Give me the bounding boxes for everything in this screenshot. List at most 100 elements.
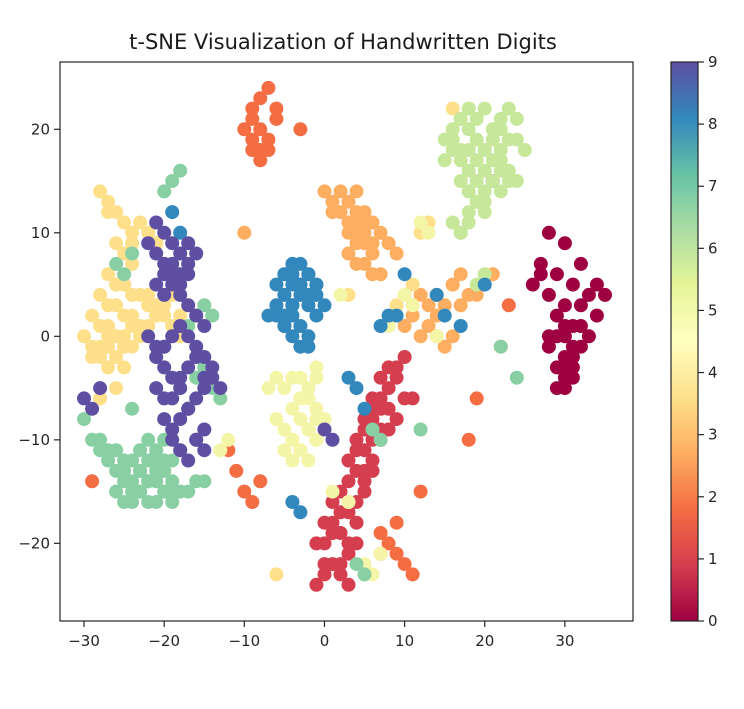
x-tick-label: 10 bbox=[395, 632, 414, 650]
scatter-point-digit-5 bbox=[293, 391, 308, 406]
scatter-point-digit-6 bbox=[485, 122, 500, 137]
scatter-point-digit-7 bbox=[125, 453, 140, 468]
scatter-point-digit-3 bbox=[469, 287, 484, 302]
scatter-point-digit-9 bbox=[165, 256, 180, 271]
scatter-point-digit-9 bbox=[189, 246, 204, 261]
scatter-point-digit-6 bbox=[477, 143, 492, 157]
scatter-point-digit-2 bbox=[253, 91, 268, 106]
scatter-point-digit-3 bbox=[373, 267, 388, 282]
scatter-point-digit-4 bbox=[101, 360, 116, 375]
scatter-point-digit-5 bbox=[213, 443, 228, 458]
colorbar-tick-label: 3 bbox=[708, 426, 718, 444]
scatter-point-digit-4 bbox=[141, 319, 156, 333]
x-tick-label: −20 bbox=[148, 632, 180, 650]
scatter-point-digit-4 bbox=[125, 236, 140, 251]
scatter-point-digit-2 bbox=[261, 80, 276, 95]
scatter-point-digit-7 bbox=[133, 484, 148, 499]
scatter-point-digit-8 bbox=[317, 298, 332, 313]
scatter-point-digit-9 bbox=[205, 370, 220, 385]
scatter-point-digit-1 bbox=[373, 370, 388, 385]
colorbar-tick-label: 6 bbox=[708, 239, 718, 257]
scatter-point-digit-5 bbox=[285, 432, 300, 447]
scatter-point-digit-0 bbox=[557, 298, 572, 313]
scatter-point-digit-7 bbox=[357, 567, 372, 582]
scatter-point-digit-9 bbox=[189, 432, 204, 447]
scatter-point-digit-5 bbox=[277, 381, 292, 396]
scatter-point-digit-2 bbox=[245, 495, 260, 509]
scatter-point-digit-0 bbox=[549, 308, 564, 323]
scatter-point-digit-3 bbox=[453, 267, 468, 282]
scatter-point-digit-6 bbox=[477, 194, 492, 209]
scatter-point-digit-5 bbox=[429, 329, 444, 344]
scatter-point-digit-1 bbox=[381, 381, 396, 396]
scatter-point-digit-7 bbox=[133, 443, 148, 458]
scatter-point-digit-4 bbox=[269, 567, 284, 582]
scatter-point-digit-0 bbox=[557, 236, 572, 251]
scatter-point-digit-1 bbox=[357, 474, 372, 489]
scatter-point-digit-7 bbox=[109, 256, 124, 271]
scatter-point-digit-1 bbox=[325, 495, 340, 509]
scatter-point-digit-6 bbox=[453, 111, 468, 126]
scatter-point-digit-6 bbox=[445, 215, 460, 230]
scatter-point-digit-5 bbox=[309, 401, 324, 416]
scatter-point-digit-9 bbox=[197, 443, 212, 458]
x-axis: −30 −20 −10 0 10 20 30 bbox=[68, 621, 574, 650]
scatter-point-digit-4 bbox=[109, 329, 124, 344]
scatter-point-digit-3 bbox=[365, 236, 380, 251]
scatter-point-digit-4 bbox=[93, 350, 108, 364]
scatter-point-digit-2 bbox=[381, 536, 396, 551]
scatter-point-digit-7 bbox=[117, 267, 132, 282]
scatter-point-digit-8 bbox=[165, 205, 180, 220]
scatter-point-digit-9 bbox=[197, 381, 212, 396]
scatter-point-digit-9 bbox=[149, 381, 164, 396]
scatter-point-digit-3 bbox=[341, 194, 356, 209]
scatter-point-digit-5 bbox=[373, 546, 388, 561]
scatter-point-digit-7 bbox=[197, 298, 212, 313]
scatter-point-digit-0 bbox=[565, 339, 580, 354]
scatter-point-digit-9 bbox=[165, 329, 180, 344]
scatter-point-digit-4 bbox=[405, 277, 420, 292]
scatter-point-digit-7 bbox=[125, 495, 140, 509]
scatter-point-digit-3 bbox=[333, 184, 348, 199]
scatter-point-digit-4 bbox=[117, 339, 132, 354]
scatter-point-digit-8 bbox=[301, 287, 316, 302]
scatter-point-digit-8 bbox=[437, 308, 452, 323]
scatter-point-digit-9 bbox=[165, 267, 180, 282]
scatter-point-digit-8 bbox=[453, 319, 468, 333]
scatter-point-digit-2 bbox=[237, 484, 252, 499]
scatter-point-digit-7 bbox=[157, 484, 172, 499]
scatter-point-digit-9 bbox=[213, 381, 228, 396]
scatter-point-digit-7 bbox=[149, 495, 164, 509]
scatter-point-digit-1 bbox=[317, 536, 332, 551]
scatter-point-digit-7 bbox=[165, 495, 180, 509]
scatter-point-digit-4 bbox=[101, 267, 116, 282]
scatter-point-digit-6 bbox=[469, 132, 484, 147]
scatter-point-digit-9 bbox=[181, 453, 196, 468]
scatter-point-digit-5 bbox=[269, 412, 284, 427]
scatter-point-digit-3 bbox=[325, 194, 340, 209]
scatter-point-digit-5 bbox=[341, 495, 356, 509]
scatter-point-digit-9 bbox=[85, 401, 100, 416]
scatter-point-digit-8 bbox=[277, 319, 292, 333]
scatter-point-digit-3 bbox=[413, 287, 428, 302]
scatter-point-digit-9 bbox=[165, 391, 180, 406]
scatter-point-digit-9 bbox=[173, 287, 188, 302]
scatter-point-digit-6 bbox=[509, 132, 524, 147]
scatter-point-digit-3 bbox=[357, 205, 372, 220]
scatter-point-digit-4 bbox=[389, 298, 404, 313]
scatter-point-digit-8 bbox=[301, 329, 316, 344]
scatter-point-digit-6 bbox=[501, 101, 516, 116]
scatter-point-digit-0 bbox=[541, 339, 556, 354]
scatter-point-digit-4 bbox=[125, 256, 140, 271]
scatter-point-digit-2 bbox=[245, 101, 260, 116]
scatter-point-digit-3 bbox=[413, 329, 428, 344]
scatter-point-digit-3 bbox=[453, 298, 468, 313]
x-tick-label: −10 bbox=[228, 632, 260, 650]
scatter-point-digit-2 bbox=[389, 546, 404, 561]
scatter-point-digit-5 bbox=[301, 381, 316, 396]
scatter-point-digit-9 bbox=[197, 319, 212, 333]
scatter-point-digit-2 bbox=[405, 567, 420, 582]
scatter-point-digit-0 bbox=[581, 287, 596, 302]
scatter-point-digit-4 bbox=[101, 194, 116, 209]
